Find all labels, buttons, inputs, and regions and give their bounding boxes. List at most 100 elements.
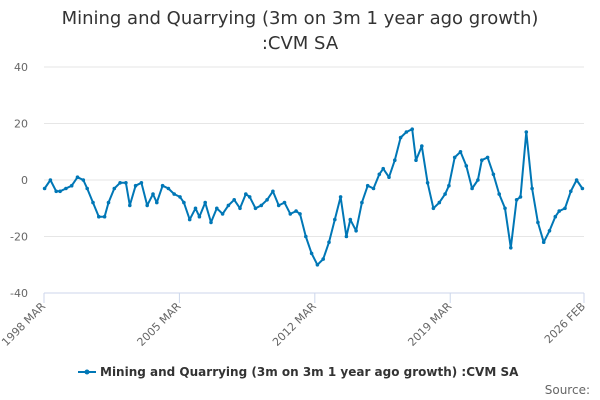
data-point[interactable] [557,209,561,213]
data-point[interactable] [541,240,546,244]
data-point[interactable] [360,200,364,205]
data-point[interactable] [553,214,558,219]
data-point[interactable] [265,198,269,202]
data-point[interactable] [209,220,213,225]
data-point[interactable] [178,195,182,199]
data-point[interactable] [160,183,165,188]
data-point[interactable] [187,217,192,222]
data-point[interactable] [476,178,480,182]
data-point[interactable] [54,189,58,194]
data-point[interactable] [464,164,469,168]
data-point[interactable] [491,172,496,177]
data-point[interactable] [344,234,349,239]
data-point[interactable] [530,186,534,191]
data-point[interactable] [253,206,258,211]
legend[interactable]: Mining and Quarrying (3m on 3m 1 year ag… [78,365,519,379]
data-point[interactable] [309,251,314,256]
data-point[interactable] [452,155,457,160]
data-point[interactable] [398,135,403,140]
data-point[interactable] [470,186,474,191]
data-point[interactable] [106,200,111,205]
data-point[interactable] [414,158,418,162]
data-point[interactable] [118,181,122,185]
legend-label[interactable]: Mining and Quarrying (3m on 3m 1 year ag… [100,365,519,379]
data-point[interactable] [410,127,415,131]
data-point[interactable] [321,257,326,261]
data-point[interactable] [580,186,585,191]
data-point[interactable] [145,203,149,208]
data-point[interactable] [102,214,107,219]
data-point[interactable] [497,192,502,196]
data-point[interactable] [371,186,376,191]
data-point[interactable] [85,186,89,191]
data-point[interactable] [563,206,567,211]
data-point[interactable] [536,220,540,225]
data-point[interactable] [518,195,523,199]
data-point[interactable] [155,200,159,205]
data-point[interactable] [381,166,386,171]
data-point[interactable] [112,186,117,191]
data-point[interactable] [58,189,62,194]
data-point[interactable] [404,130,409,134]
data-point[interactable] [97,214,101,219]
series-line[interactable] [43,128,584,266]
data-point[interactable] [244,192,248,196]
data-point[interactable] [348,217,353,222]
data-point[interactable] [458,150,463,154]
source-label[interactable]: Source: [544,383,590,397]
data-point[interactable] [128,203,132,208]
data-point[interactable] [480,158,484,162]
data-point[interactable] [365,183,370,188]
data-point[interactable] [215,206,219,211]
data-point[interactable] [259,203,264,208]
data-point[interactable] [298,212,302,216]
data-point[interactable] [437,200,442,205]
data-point[interactable] [420,144,424,148]
data-point[interactable] [485,155,490,160]
data-point[interactable] [124,181,128,185]
data-point[interactable] [42,186,47,191]
data-point[interactable] [431,206,436,211]
data-point[interactable] [151,192,155,196]
data-point[interactable] [282,200,287,205]
data-point[interactable] [315,263,320,267]
data-point[interactable] [547,229,552,233]
data-point[interactable] [393,158,397,162]
data-point[interactable] [288,212,293,216]
data-point[interactable] [226,203,231,208]
data-point[interactable] [569,189,573,194]
data-point[interactable] [64,186,68,191]
data-point[interactable] [91,200,95,205]
data-point[interactable] [133,183,138,188]
data-point[interactable] [447,183,451,188]
data-point[interactable] [514,198,519,202]
data-point[interactable] [238,206,242,211]
data-point[interactable] [338,195,343,199]
data-point[interactable] [166,186,171,191]
data-point[interactable] [276,203,281,208]
data-point[interactable] [81,178,86,182]
data-point[interactable] [294,209,298,213]
data-point[interactable] [182,200,186,205]
data-point[interactable] [48,178,53,182]
data-point[interactable] [271,189,275,194]
data-point[interactable] [377,172,382,177]
data-point[interactable] [139,181,144,185]
data-point[interactable] [304,234,308,239]
data-point[interactable] [232,198,236,202]
data-point[interactable] [509,246,513,250]
data-point[interactable] [203,200,207,205]
data-point[interactable] [425,181,430,185]
data-point[interactable] [69,183,74,188]
data-point[interactable] [75,175,80,179]
data-point[interactable] [574,178,579,182]
data-point[interactable] [333,217,337,222]
data-point[interactable] [220,212,225,216]
data-point[interactable] [193,206,198,211]
data-point[interactable] [443,192,447,196]
data-point[interactable] [354,229,358,233]
data-point[interactable] [172,192,176,196]
data-point[interactable] [524,130,529,134]
data-point[interactable] [503,206,507,211]
